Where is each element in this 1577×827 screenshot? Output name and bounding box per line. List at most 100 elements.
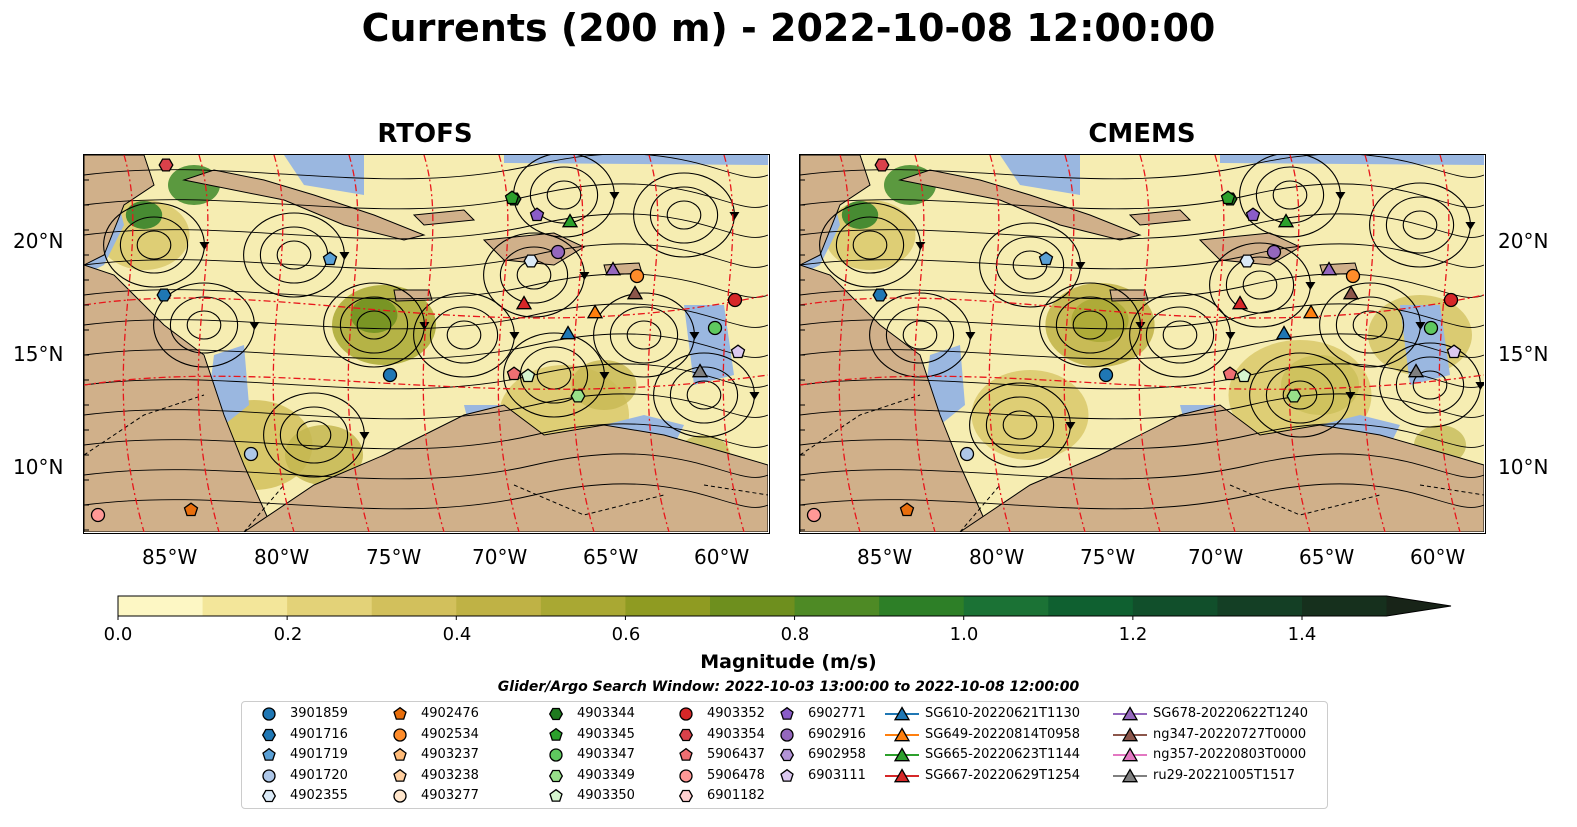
glider-marker[interactable] (626, 285, 644, 300)
circle-legend-marker-icon (780, 727, 794, 742)
triangle-legend-marker-icon (885, 747, 919, 762)
glider-marker[interactable] (691, 363, 709, 378)
argo-float-marker[interactable] (899, 502, 915, 517)
legend-label: 4903347 (577, 747, 635, 762)
argo-float-marker[interactable] (156, 288, 172, 302)
argo-float-marker[interactable] (874, 158, 890, 172)
legend-label: 6902958 (808, 747, 866, 762)
glider-marker[interactable] (586, 304, 604, 319)
legend-label: 4903350 (577, 788, 635, 803)
argo-float-marker[interactable] (1266, 244, 1282, 260)
colorbar-segment (794, 596, 880, 616)
argo-float-marker[interactable] (90, 507, 106, 523)
glider-marker[interactable] (1407, 363, 1425, 378)
argo-float-marker[interactable] (1423, 320, 1439, 336)
argo-float-marker[interactable] (243, 446, 259, 462)
argo-float-marker[interactable] (322, 251, 338, 266)
glider-marker[interactable] (1320, 261, 1338, 276)
lon-label-85w-left: 85°W (142, 545, 198, 569)
pentagon-legend-marker-icon (549, 727, 563, 741)
lat-label-10n-right: 10°N (1498, 455, 1549, 479)
colorbar-segment (1302, 596, 1388, 616)
argo-float-marker[interactable] (1286, 389, 1302, 403)
legend-label: ng347-20220727T0000 (1153, 726, 1307, 742)
colorbar-tick-3: 0.6 (611, 624, 641, 645)
argo-float-marker[interactable] (1239, 254, 1255, 268)
argo-float-marker[interactable] (707, 320, 723, 336)
argo-float-marker[interactable] (872, 288, 888, 302)
argo-float-marker[interactable] (959, 446, 975, 462)
circle-legend-marker-icon (549, 748, 563, 762)
cmems-map[interactable] (799, 154, 1486, 534)
triangle-legend-marker-icon (1113, 706, 1147, 721)
argo-float-marker[interactable] (523, 254, 539, 268)
hexagon-legend-marker-icon (678, 728, 694, 741)
lon-label-65w-right: 65°W (1299, 545, 1355, 569)
glider-marker[interactable] (515, 295, 533, 310)
argo-float-marker[interactable] (806, 507, 822, 523)
glider-marker[interactable] (1302, 304, 1320, 319)
argo-float-marker[interactable] (520, 368, 536, 383)
argo-float-marker[interactable] (1236, 368, 1252, 383)
colorbar-title: Magnitude (m/s) (700, 651, 877, 673)
legend-label: 4903238 (421, 767, 479, 783)
colorbar-tick-5: 1.0 (949, 624, 979, 645)
triangle-legend-marker-icon (885, 726, 919, 741)
argo-float-marker[interactable] (1222, 366, 1238, 381)
hexagon-legend-marker-icon (779, 748, 795, 762)
argo-float-marker[interactable] (1345, 268, 1361, 284)
argo-float-marker[interactable] (1098, 367, 1114, 383)
argo-float-marker[interactable] (382, 367, 398, 383)
circle-legend-marker-icon (262, 768, 276, 783)
argo-float-marker[interactable] (727, 292, 743, 308)
glider-marker[interactable] (561, 213, 579, 228)
argo-float-marker[interactable] (158, 158, 174, 172)
glider-marker[interactable] (1275, 325, 1293, 340)
glider-marker[interactable] (1342, 285, 1360, 300)
pentagon-legend-marker-icon (549, 788, 563, 802)
argo-float-marker[interactable] (550, 244, 566, 260)
argo-float-marker[interactable] (529, 207, 545, 222)
colorbar-segment (879, 596, 965, 616)
legend-label: 4901720 (290, 767, 348, 783)
glider-marker[interactable] (604, 261, 622, 276)
argo-float-marker[interactable] (1443, 292, 1459, 308)
legend-label: SG667-20220629T1254 (925, 767, 1081, 783)
argo-float-marker[interactable] (183, 502, 199, 517)
argo-float-marker[interactable] (1446, 344, 1462, 359)
legend-label: 4902534 (421, 726, 479, 742)
argo-float-marker[interactable] (1038, 251, 1054, 266)
argo-float-marker[interactable] (1220, 190, 1236, 205)
legend-label: 4901719 (290, 747, 348, 762)
glider-marker[interactable] (559, 325, 577, 340)
argo-float-marker[interactable] (1245, 207, 1261, 222)
argo-float-marker[interactable] (506, 366, 522, 381)
triangle-legend-marker-icon (1113, 747, 1147, 762)
glider-marker[interactable] (1277, 213, 1295, 228)
colorbar-segment (371, 596, 457, 616)
rtofs-map[interactable] (83, 154, 770, 534)
rtofs-panel-title: RTOFS (377, 119, 473, 149)
glider-marker[interactable] (1231, 295, 1249, 310)
colorbar-segment (1132, 596, 1219, 616)
legend-label: ru29-20221005T1517 (1153, 767, 1296, 783)
colorbar-tick-6: 1.2 (1118, 624, 1148, 645)
triangle-legend-marker-icon (885, 706, 919, 721)
colorbar-extend-arrow (1386, 596, 1451, 616)
lat-label-20n-left: 20°N (13, 229, 64, 253)
argo-float-marker[interactable] (730, 344, 746, 359)
figure-title: Currents (200 m) - 2022-10-08 12:00:00 (361, 6, 1216, 50)
lon-label-85w-right: 85°W (857, 545, 913, 569)
argo-float-marker[interactable] (504, 190, 520, 205)
lon-label-60w-left: 60°W (694, 545, 750, 569)
argo-float-marker[interactable] (629, 268, 645, 284)
colorbar-segment (118, 596, 204, 616)
lon-label-80w-right: 80°W (969, 545, 1025, 569)
colorbar-segment (202, 596, 288, 616)
argo-float-marker[interactable] (570, 389, 586, 403)
circle-legend-marker-icon (393, 727, 407, 742)
colorbar-segment (963, 596, 1049, 616)
legend-label: 4903349 (577, 767, 635, 783)
circle-legend-marker-icon (679, 768, 693, 783)
legend-label: ng357-20220803T0000 (1153, 747, 1307, 762)
